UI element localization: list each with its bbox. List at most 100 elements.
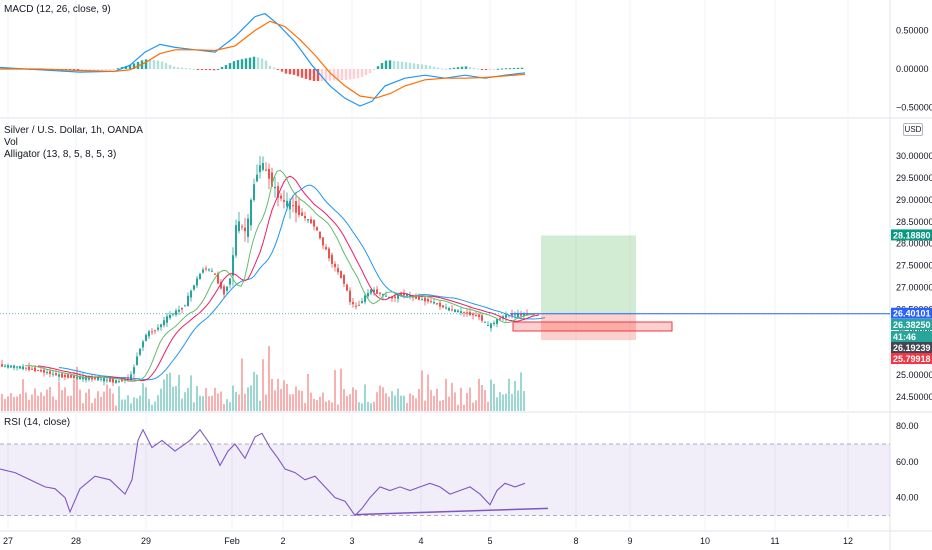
- candle-body: [475, 314, 477, 316]
- candle-body: [214, 273, 216, 275]
- volume-bar: [226, 399, 228, 411]
- candle-body: [433, 301, 435, 304]
- candle-body: [67, 374, 69, 378]
- time-tick-label: 2: [280, 536, 285, 546]
- candle-body: [472, 313, 474, 316]
- macd-histogram-bar: [224, 65, 228, 69]
- macd-histogram-bar: [108, 69, 112, 70]
- volume-bar: [397, 388, 399, 411]
- candle-body: [259, 165, 261, 173]
- macd-histogram-bar: [148, 59, 152, 69]
- candle-body: [88, 376, 90, 380]
- candle-body: [10, 365, 12, 368]
- volume-bar: [325, 401, 327, 411]
- volume-bar: [442, 400, 444, 411]
- candle-body: [334, 263, 336, 268]
- currency-badge[interactable]: USD: [903, 123, 923, 136]
- volume-bar: [349, 394, 351, 411]
- macd-histogram-bar: [468, 67, 472, 69]
- volume-bar: [187, 388, 189, 411]
- candle-body: [406, 294, 408, 296]
- volume-bar: [163, 379, 165, 411]
- macd-histogram-bar: [404, 62, 408, 69]
- candle-body: [187, 295, 189, 307]
- candle-body: [298, 205, 300, 215]
- candle-body: [301, 212, 303, 216]
- volume-bar: [337, 404, 339, 411]
- price-tick-label: 28.00000: [896, 239, 932, 249]
- candle-body: [31, 368, 33, 370]
- macd-histogram-bar: [396, 61, 400, 69]
- volume-bar: [379, 385, 381, 411]
- macd-histogram-bar: [88, 69, 92, 70]
- volume-bar: [271, 378, 273, 411]
- volume-bar: [7, 396, 9, 411]
- macd-histogram-bar: [228, 63, 232, 69]
- candle-body: [115, 380, 117, 384]
- rsi-tick-label: 40.00: [896, 493, 919, 503]
- macd-histogram-bar: [164, 63, 168, 69]
- volume-bar: [358, 402, 360, 411]
- macd-histogram-bar: [80, 69, 84, 71]
- macd-histogram-bar: [272, 67, 276, 69]
- macd-tick-label: −0.50000: [896, 103, 932, 113]
- volume-bar: [493, 383, 495, 411]
- macd-histogram-bar: [168, 64, 172, 69]
- volume-bar: [367, 401, 369, 411]
- candle-body: [454, 309, 456, 313]
- volume-bar: [223, 404, 225, 411]
- volume-bar: [34, 388, 36, 411]
- macd-histogram-bar: [420, 64, 424, 69]
- candle-body: [55, 373, 57, 376]
- candle-body: [166, 316, 168, 323]
- volume-bar: [190, 375, 192, 411]
- candle-body: [499, 318, 501, 320]
- volume-bar: [292, 394, 294, 411]
- price-tick-label: 25.00000: [896, 370, 932, 380]
- candle-body: [520, 313, 522, 316]
- volume-bar: [307, 373, 309, 411]
- volume-bar: [169, 372, 171, 411]
- candle-body: [121, 378, 123, 382]
- volume-bar: [301, 390, 303, 411]
- candle-body: [382, 293, 384, 296]
- alligator-label: Alligator (13, 8, 5, 8, 5, 3): [4, 149, 117, 160]
- price-tick-label: 30.00000: [896, 151, 932, 161]
- volume-bar: [112, 393, 114, 411]
- price-tag: [891, 307, 932, 319]
- candle-body: [289, 201, 291, 210]
- macd-histogram-bar: [512, 67, 516, 69]
- candle-body: [256, 174, 258, 182]
- volume-bar: [463, 404, 465, 411]
- macd-histogram-bar: [292, 69, 296, 75]
- macd-histogram-bar: [456, 67, 460, 69]
- candle-body: [262, 163, 264, 170]
- candle-body: [526, 313, 528, 316]
- volume-bar: [481, 384, 483, 411]
- volume-bar: [118, 386, 120, 411]
- volume-bar: [370, 403, 372, 411]
- volume-bar: [61, 390, 63, 411]
- volume-bar: [484, 390, 486, 411]
- candle-body: [130, 374, 132, 380]
- macd-histogram-bar: [332, 69, 336, 81]
- candle-body: [283, 199, 285, 202]
- candle-body: [64, 374, 66, 378]
- candle-body: [199, 273, 201, 280]
- candle-body: [265, 169, 267, 171]
- macd-histogram-bar: [104, 69, 108, 70]
- candle-body: [442, 305, 444, 308]
- volume-bar: [232, 385, 234, 411]
- volume-bar: [499, 392, 501, 411]
- volume-bar: [208, 396, 210, 411]
- volume-bar: [241, 358, 243, 411]
- candle-body: [136, 356, 138, 365]
- candle-body: [235, 225, 237, 256]
- volume-bar: [382, 387, 384, 411]
- volume-bar: [280, 388, 282, 411]
- macd-histogram-bar: [392, 60, 396, 69]
- volume-bar: [415, 398, 417, 411]
- time-tick-label: Feb: [224, 536, 240, 546]
- candle-body: [496, 319, 498, 324]
